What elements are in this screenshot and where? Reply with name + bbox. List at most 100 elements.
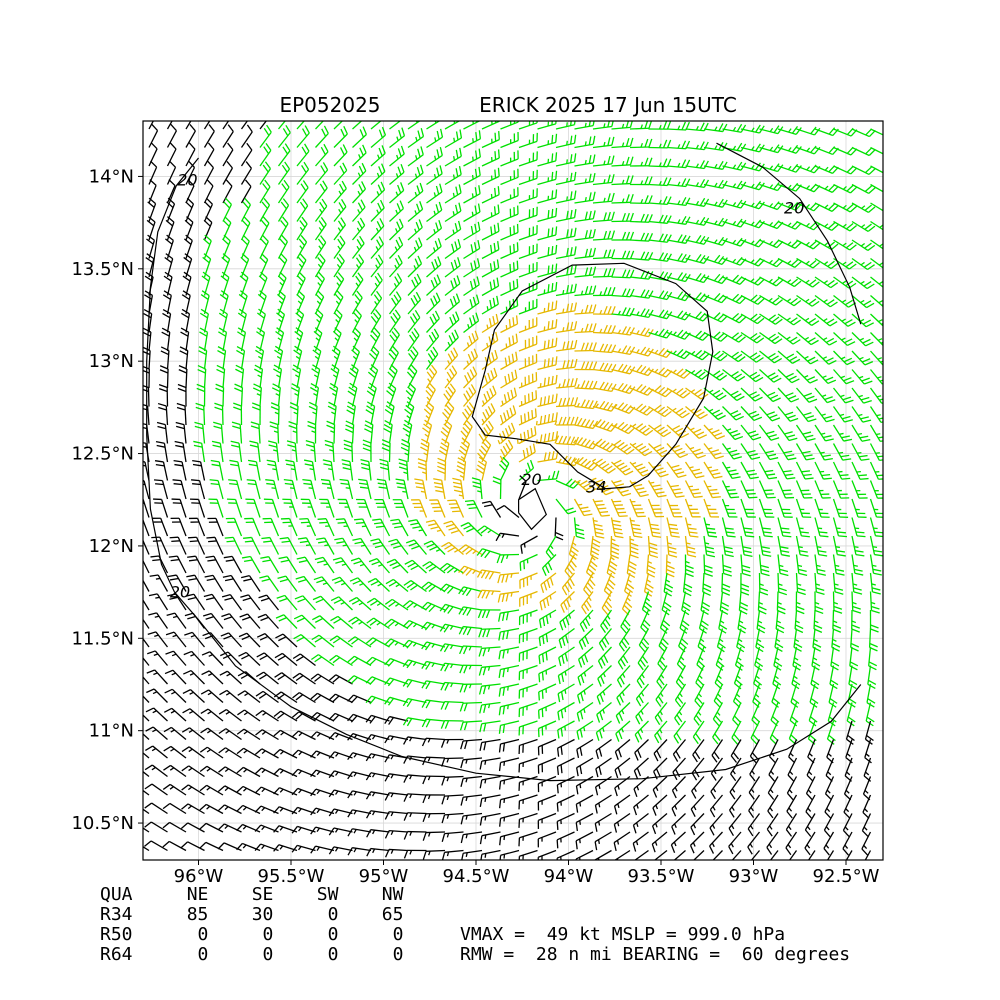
table-row-r64: R64 0 0 0 0: [100, 944, 403, 965]
wind-barb: [824, 776, 835, 801]
wind-barb: [250, 421, 261, 444]
wind-barb: [685, 160, 709, 170]
wind-barb: [169, 536, 187, 555]
wind-barb: [225, 517, 243, 537]
wind-barb: [592, 230, 616, 241]
wind-barb: [333, 180, 347, 204]
wind-barb: [422, 419, 433, 444]
wind-barb: [826, 850, 835, 860]
wind-barb: [210, 459, 224, 481]
wind-barb: [266, 459, 280, 481]
wind-barb: [314, 290, 325, 315]
wind-barb: [796, 387, 818, 403]
wind-barb: [869, 443, 883, 461]
wind-barb: [439, 643, 464, 653]
wind-barb: [235, 364, 245, 389]
wind-barb: [411, 499, 428, 518]
wind-barb: [721, 461, 741, 480]
wind-barb: [703, 160, 728, 170]
wind-barb: [750, 720, 761, 745]
wind-barb: [684, 461, 705, 479]
wind-barb: [851, 294, 875, 309]
wind-barb: [181, 765, 205, 778]
wind-barb: [403, 736, 427, 745]
wind-barb: [851, 480, 868, 499]
wind-barb: [441, 831, 464, 842]
y-tick-label: 14°N: [89, 166, 134, 187]
wind-barb: [351, 308, 362, 333]
wind-barb: [314, 198, 328, 222]
wind-barb: [347, 828, 372, 837]
wind-barb: [255, 690, 279, 704]
wind-barb: [481, 167, 500, 186]
wind-barb: [774, 628, 784, 653]
wind-barb: [740, 276, 765, 286]
wind-barb: [500, 242, 519, 260]
wind-barb: [203, 216, 213, 241]
wind-barb: [277, 575, 298, 592]
wind-barb: [633, 757, 649, 779]
wind-barb: [540, 572, 557, 593]
wind-barb: [458, 625, 483, 636]
wind-barb: [648, 121, 672, 130]
wind-barb: [684, 498, 701, 518]
wind-barb: [479, 794, 501, 807]
wind-barb: [518, 664, 538, 681]
wind-barb: [557, 664, 575, 685]
wind-barb: [814, 294, 838, 308]
wind-barb: [560, 591, 575, 613]
wind-barb: [460, 812, 483, 825]
wind-barb: [758, 572, 769, 596]
wind-barb: [748, 776, 761, 800]
wind-barb: [538, 609, 557, 629]
wind-barb: [870, 146, 883, 155]
wind-barb: [162, 802, 187, 815]
wind-barb: [205, 555, 224, 574]
wind-barb: [296, 121, 305, 130]
wind-barb: [851, 332, 874, 347]
wind-barb: [226, 498, 243, 518]
table-row-r34: R34 85 30 0 65: [100, 904, 403, 925]
wind-barb: [851, 183, 876, 194]
wind-barb: [203, 179, 214, 204]
wind-barb: [592, 249, 616, 260]
wind-barb: [575, 775, 594, 795]
wind-barb: [333, 290, 344, 315]
wind-barb: [163, 707, 187, 722]
wind-barb: [740, 406, 763, 422]
wind-barb: [343, 439, 354, 463]
wind-barb: [184, 631, 206, 648]
wind-barb: [277, 143, 291, 167]
wind-barb: [347, 809, 372, 818]
wind-barb: [851, 609, 860, 633]
wind-barb: [351, 290, 363, 315]
wind-barb: [236, 785, 261, 796]
wind-barb: [759, 294, 783, 306]
wind-barb: [648, 385, 673, 398]
wind-barb: [518, 225, 538, 241]
wind-barb: [685, 405, 708, 420]
wind-barb: [555, 246, 577, 260]
wind-barb: [703, 368, 728, 381]
wind-barb: [312, 615, 335, 629]
wind-barb: [851, 591, 862, 614]
wind-barb: [685, 368, 709, 380]
wind-barb: [697, 628, 707, 653]
wind-barb: [869, 369, 883, 385]
wind-barb: [282, 498, 298, 518]
wind-barb: [365, 753, 390, 762]
wind-barb: [613, 812, 631, 833]
wind-barb: [273, 710, 298, 722]
wind-barb: [370, 145, 386, 167]
wind-barb: [518, 335, 538, 352]
wind-barb: [758, 517, 773, 538]
wind-barb: [518, 646, 538, 662]
wind-barb: [398, 458, 409, 481]
wind-barb: [648, 158, 672, 168]
wind-barb: [864, 850, 872, 860]
wind-barb: [463, 276, 480, 297]
wind-barb: [296, 253, 307, 278]
wind-barb: [772, 665, 782, 690]
wind-barb: [574, 479, 597, 494]
wind-barb: [767, 776, 779, 800]
